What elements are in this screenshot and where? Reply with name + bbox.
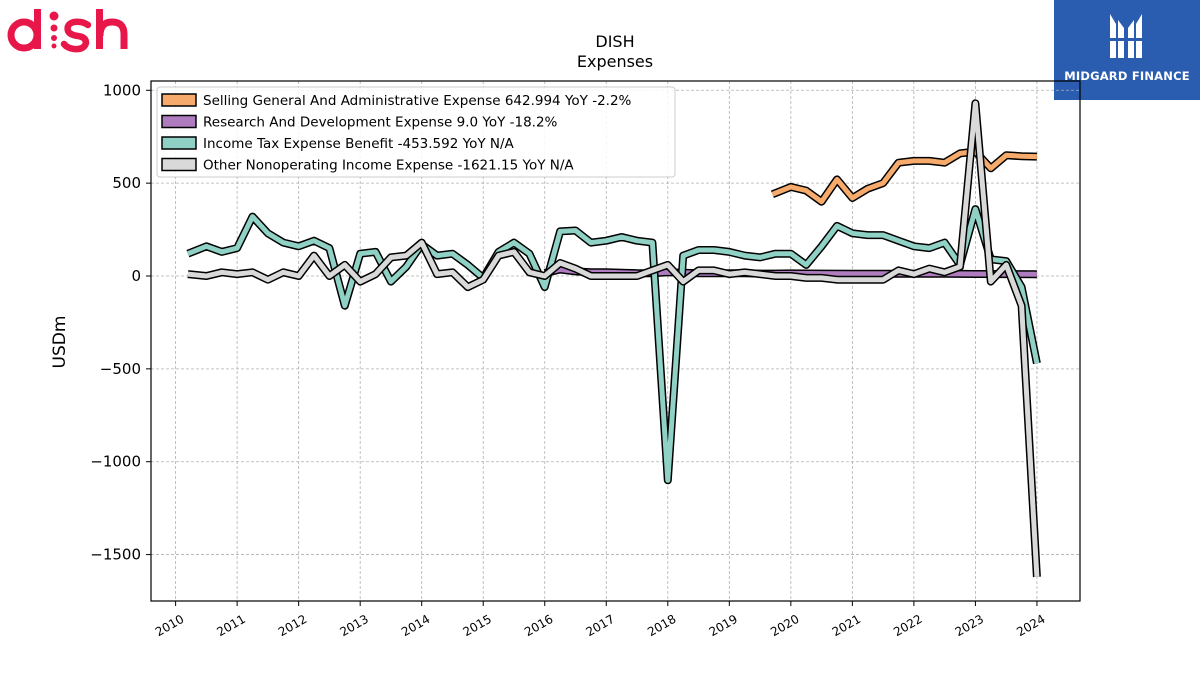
x-tick-label: 2023 — [953, 612, 986, 639]
series-other-nonoperating-income-expense — [187, 99, 1041, 578]
x-tick-label: 2010 — [153, 612, 186, 639]
series-line — [187, 100, 1040, 578]
y-tick-label: 1000 — [103, 81, 141, 99]
series-selling-general-and-administrative-expense — [770, 147, 1038, 206]
x-tick-label: 2024 — [1014, 612, 1047, 639]
legend: Selling General And Administrative Expen… — [156, 86, 676, 178]
series-line — [771, 149, 1037, 205]
series-outline — [186, 205, 1041, 485]
series-layer — [186, 99, 1041, 578]
y-tick-label: −1500 — [90, 546, 141, 564]
x-tick-label: 2021 — [830, 612, 863, 639]
legend-swatch — [161, 114, 197, 129]
x-tick-label: 2012 — [276, 612, 309, 639]
y-tick-label: 500 — [112, 174, 141, 192]
chart-title: DISH Expenses — [515, 32, 715, 72]
x-tick-label: 2014 — [399, 612, 432, 639]
series-line — [186, 206, 1040, 483]
series-income-tax-expense-benefit — [186, 205, 1041, 485]
y-tick-label: −1000 — [90, 453, 141, 471]
plot-frame — [150, 80, 1081, 602]
x-tick-label: 2020 — [768, 612, 801, 639]
legend-swatch — [161, 136, 197, 150]
chart-title-main: DISH — [595, 32, 635, 51]
x-tick-label: 2011 — [214, 612, 247, 639]
axis-layer: 2010 2011 2012 2013 2014 2015 2016 2017 2018 2019… — [50, 81, 1048, 639]
partner-name: MIDGARD FINANCE — [1064, 69, 1190, 83]
x-tick-label: 2015 — [460, 612, 493, 639]
x-tick-label: 2018 — [645, 612, 678, 639]
x-tick-label: 2017 — [584, 612, 617, 639]
x-tick-label: 2022 — [891, 612, 924, 639]
chart-subtitle: Expenses — [576, 52, 654, 71]
legend-box — [156, 86, 676, 178]
dish-logo — [7, 9, 128, 53]
legend-swatch — [161, 93, 197, 107]
midgard-finance-logo — [1054, 0, 1200, 100]
x-tick-label: 2013 — [337, 612, 370, 639]
legend-swatch — [161, 157, 197, 172]
y-tick-label: −500 — [100, 360, 141, 378]
legend-label: Other Nonoperating Income Expense -1621.… — [203, 158, 574, 174]
legend-label: Research And Development Expense 9.0 YoY… — [203, 115, 558, 131]
legend-label: Income Tax Expense Benefit -453.592 YoY … — [203, 136, 515, 152]
x-tick-label: 2019 — [707, 612, 740, 639]
y-axis-label: USDm — [50, 316, 70, 369]
x-tick-label: 2016 — [522, 612, 555, 639]
y-tick-label: 0 — [131, 267, 141, 285]
legend-label: Selling General And Administrative Expen… — [203, 93, 632, 109]
